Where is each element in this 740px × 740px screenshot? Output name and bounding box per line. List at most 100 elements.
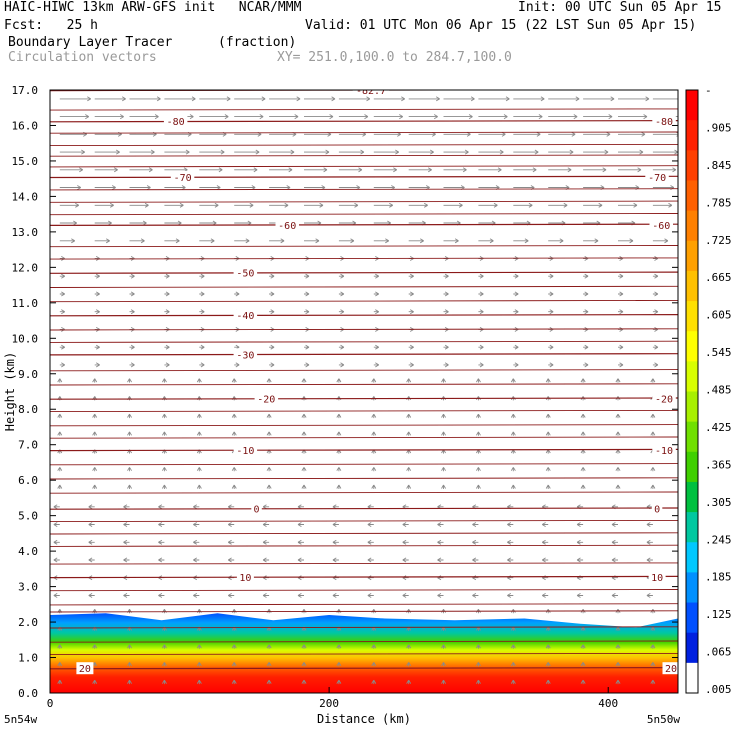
circulation-vector xyxy=(88,539,95,545)
circulation-vector xyxy=(513,291,519,297)
circulation-vector xyxy=(94,344,100,350)
circulation-vector xyxy=(94,309,100,315)
circulation-vector xyxy=(478,238,494,244)
circulation-vector xyxy=(59,202,80,208)
circulation-vector xyxy=(583,362,589,368)
circulation-vector xyxy=(94,185,116,190)
circulation-vector xyxy=(199,167,223,173)
circulation-vector xyxy=(441,662,446,667)
colorbar-label: .185 xyxy=(705,571,732,584)
y-tick-label: 2.0 xyxy=(18,616,38,629)
circulation-vector xyxy=(406,467,412,472)
circulation-vector xyxy=(548,309,554,315)
circulation-vector xyxy=(615,484,621,489)
circulation-vector xyxy=(88,504,95,510)
circulation-vector xyxy=(231,662,237,667)
circulation-vector xyxy=(94,202,114,208)
circulation-vector xyxy=(162,662,167,667)
colorbar-segment xyxy=(686,180,698,212)
colorbar-label: .785 xyxy=(705,196,732,209)
circulation-vector xyxy=(199,309,205,315)
x-axis-title: Distance (km) xyxy=(317,712,411,726)
contour-line xyxy=(50,245,678,248)
circulation-vector xyxy=(59,185,82,190)
colorbar-segment xyxy=(686,421,698,453)
circulation-vector xyxy=(53,522,60,527)
field1-units: (fraction) xyxy=(218,35,297,50)
circulation-vector xyxy=(158,593,165,598)
circulation-vector xyxy=(618,362,624,368)
circulation-vector xyxy=(513,167,537,173)
circulation-vector xyxy=(373,291,380,297)
contour-line xyxy=(50,154,678,157)
contour-label-bg xyxy=(645,170,669,183)
circulation-vector xyxy=(443,238,459,244)
circulation-vector xyxy=(545,679,551,685)
circulation-vector xyxy=(618,202,638,208)
circulation-vector xyxy=(652,273,659,279)
circulation-vector xyxy=(123,522,130,527)
circulation-vector xyxy=(164,362,170,368)
circulation-vector xyxy=(129,273,135,279)
x-axis-end-location: 5n50w xyxy=(647,713,680,726)
circulation-vector xyxy=(53,539,60,545)
circulation-vector xyxy=(583,291,589,297)
circulation-vector xyxy=(269,96,301,102)
circulation-vector xyxy=(164,344,170,350)
contour-line-labeled xyxy=(50,353,678,356)
circulation-vector xyxy=(262,557,270,563)
circulation-vector xyxy=(652,344,659,350)
circulation-vector xyxy=(652,98,678,100)
y-tick-label: 9.0 xyxy=(18,368,38,381)
circulation-vector xyxy=(129,291,135,297)
circulation-vector xyxy=(234,238,250,244)
circulation-vector xyxy=(338,167,363,173)
circulation-vector xyxy=(476,484,481,489)
contour-line xyxy=(50,257,678,260)
circulation-vector xyxy=(129,362,135,368)
contour-line xyxy=(50,108,678,111)
circulation-vector xyxy=(406,413,412,419)
colorbar-label: .365 xyxy=(705,458,732,471)
circulation-vector xyxy=(127,679,132,685)
circulation-vector xyxy=(548,114,578,120)
circulation-vector xyxy=(196,378,202,383)
circulation-vector xyxy=(510,378,516,383)
circulation-vector xyxy=(162,431,167,436)
circulation-vector xyxy=(618,149,644,155)
circulation-vector xyxy=(510,431,516,436)
contour-label-bg xyxy=(251,502,262,515)
circulation-vector xyxy=(371,679,377,685)
colorbar-segment xyxy=(686,391,698,423)
circulation-vector xyxy=(476,467,481,472)
circulation-vector xyxy=(196,644,202,649)
circulation-vector xyxy=(266,431,272,436)
circulation-vector xyxy=(611,522,618,527)
circulation-vector xyxy=(234,167,258,173)
circulation-vector xyxy=(199,202,219,208)
circulation-vector xyxy=(513,114,543,120)
contour-label-bg xyxy=(649,218,673,231)
circulation-vector xyxy=(615,449,621,454)
colorbar-segment xyxy=(686,481,698,513)
circulation-vector xyxy=(478,96,510,102)
circulation-vector xyxy=(583,273,589,279)
circulation-vector xyxy=(367,522,374,527)
circulation-vector xyxy=(231,484,237,489)
circulation-vector xyxy=(234,149,260,155)
circulation-vector xyxy=(164,202,184,208)
circulation-vector xyxy=(336,662,342,667)
circulation-vector xyxy=(548,238,564,244)
circulation-vector xyxy=(650,467,656,472)
circulation-vector xyxy=(234,202,254,208)
circulation-vector xyxy=(548,344,554,350)
circulation-vector xyxy=(53,557,60,563)
circulation-vector xyxy=(297,522,304,527)
circulation-vector xyxy=(371,644,377,649)
circulation-vector xyxy=(266,467,272,472)
circulation-vector xyxy=(94,291,100,297)
circulation-vector xyxy=(231,413,237,419)
circulation-vector xyxy=(57,467,63,472)
circulation-vector xyxy=(618,344,624,350)
colorbar-label: .545 xyxy=(705,346,732,359)
